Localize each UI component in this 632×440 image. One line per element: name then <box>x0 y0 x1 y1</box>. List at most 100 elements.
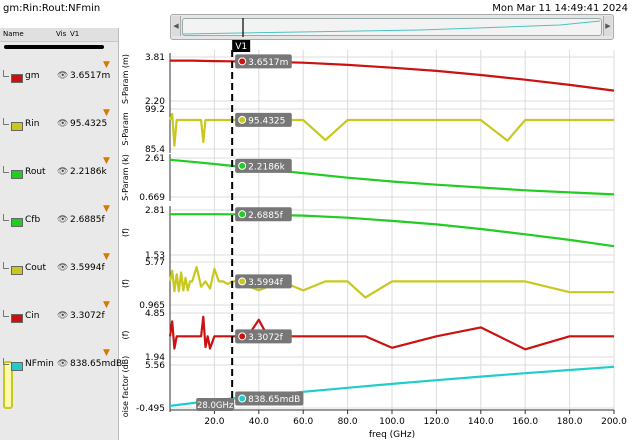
tree-branch-icon <box>3 118 9 125</box>
marker-value-box <box>235 112 292 127</box>
marker-value-label: 95.4325 <box>248 116 285 126</box>
marker-tag-box[interactable] <box>232 40 251 52</box>
marker-value-label: 2.2186k <box>248 162 285 172</box>
trace-name: gm <box>25 71 40 81</box>
tree-branch-icon <box>3 358 9 365</box>
marker-value-label: 3.6517m <box>248 58 288 68</box>
x-tick-label: 20.0 <box>204 417 224 427</box>
marker-point <box>238 277 247 286</box>
y-axis-label: (f) <box>121 279 130 288</box>
trace-marker-value: 3.5994f <box>70 263 105 273</box>
trace-marker-value: 3.6517m <box>70 71 111 81</box>
tree-branch-icon <box>3 70 9 77</box>
marker-value-label: 838.65mdB <box>248 395 300 405</box>
trace-color-swatch[interactable] <box>11 74 23 83</box>
x-tick-label: 180.0 <box>557 417 583 427</box>
x-tick-label: 120.0 <box>424 417 450 427</box>
marker-value-label: 3.3072f <box>248 333 283 343</box>
marker-value-box <box>235 329 292 344</box>
scroll-right-icon[interactable]: ▶ <box>603 16 612 36</box>
filter-icon[interactable]: ▼ <box>103 60 110 70</box>
column-header: Name Vis V1 <box>0 28 118 42</box>
marker-value-box <box>235 54 292 69</box>
trace-name: Rin <box>25 119 40 129</box>
trace-name: Cin <box>25 311 40 321</box>
eye-icon[interactable]: 👁 <box>57 167 69 177</box>
trace-marker-value: 3.3072f <box>70 311 105 321</box>
column-vis[interactable]: Vis <box>56 30 67 38</box>
filter-icon[interactable]: ▼ <box>103 252 110 262</box>
y-tick-label: 0.669 <box>139 193 165 203</box>
overview-curve <box>182 20 601 35</box>
marker-point <box>238 332 247 341</box>
trace-name: Cout <box>25 263 47 273</box>
filter-icon[interactable]: ▼ <box>103 204 110 214</box>
y-tick-label: 2.20 <box>145 97 165 107</box>
x-tick-label: 160.0 <box>512 417 538 427</box>
y-tick-label: 3.81 <box>145 53 165 63</box>
horizontal-scrollbar[interactable]: ◀ ▶ <box>170 14 614 40</box>
filter-icon[interactable]: ▼ <box>103 300 110 310</box>
marker-point <box>238 210 247 219</box>
trace-color-swatch[interactable] <box>11 170 23 179</box>
trace-row-rout[interactable]: Rout 👁 2.2186k ▼ <box>0 156 118 184</box>
marker-point <box>238 115 247 124</box>
y-tick-label: 1.94 <box>145 353 165 363</box>
eye-icon[interactable]: 👁 <box>57 119 69 129</box>
trace-marker-value: 838.65mdB <box>70 359 123 369</box>
trace-row-cin[interactable]: Cin 👁 3.3072f ▼ <box>0 300 118 328</box>
y-tick-label: 1.53 <box>145 251 165 261</box>
trace-row-gm[interactable]: gm 👁 3.6517m ▼ <box>0 60 118 88</box>
series-line-cout[interactable] <box>168 266 614 299</box>
trace-color-swatch[interactable] <box>11 362 23 371</box>
trace-row-rin[interactable]: Rin 👁 95.4325 ▼ <box>0 108 118 136</box>
header-divider <box>4 45 104 49</box>
x-axis-label: freq (GHz) <box>369 430 415 440</box>
y-axis-label: (f) <box>121 330 130 339</box>
trace-color-swatch[interactable] <box>11 314 23 323</box>
y-axis-label: oise factor (dB) <box>121 356 130 418</box>
eye-icon[interactable]: 👁 <box>57 263 69 273</box>
scroll-left-icon[interactable]: ◀ <box>172 16 181 36</box>
trace-marker-value: 2.2186k <box>70 167 107 177</box>
y-tick-label: 4.85 <box>145 309 165 319</box>
y-axis-label: S-Param <box>121 112 130 146</box>
column-name[interactable]: Name <box>3 30 24 38</box>
y-tick-label: 99.2 <box>145 105 165 115</box>
tree-branch-icon <box>3 166 9 173</box>
x-tick-label: 40.0 <box>249 417 269 427</box>
filter-icon[interactable]: ▼ <box>103 108 110 118</box>
series-line-cfb[interactable] <box>170 213 615 248</box>
y-tick-label: 2.81 <box>145 206 165 216</box>
series-line-rin[interactable] <box>168 112 614 147</box>
column-v1[interactable]: V1 <box>70 30 80 38</box>
x-tick-label: 60.0 <box>293 417 313 427</box>
y-tick-label: 2.61 <box>145 154 165 164</box>
trace-row-cout[interactable]: Cout 👁 3.5994f ▼ <box>0 252 118 280</box>
trace-row-cfb[interactable]: Cfb 👁 2.6885f ▼ <box>0 204 118 232</box>
filter-icon[interactable]: ▼ <box>103 156 110 166</box>
selected-trace-highlight <box>3 361 13 409</box>
marker-x-label: 28.0GHz <box>197 401 234 411</box>
eye-icon[interactable]: 👁 <box>57 311 69 321</box>
marker-point <box>238 394 247 403</box>
eye-icon[interactable]: 👁 <box>57 215 69 225</box>
eye-icon[interactable]: 👁 <box>57 71 69 81</box>
y-tick-label: 85.4 <box>145 145 165 155</box>
filter-icon[interactable]: ▼ <box>103 348 110 358</box>
trace-color-swatch[interactable] <box>11 266 23 275</box>
trace-list-panel: Name Vis V1 gm 👁 3.6517m ▼ Rin 👁 95.4325 ▼ Rout 👁… <box>0 28 122 440</box>
x-tick-label: 140.0 <box>468 417 494 427</box>
y-tick-label: 0.965 <box>139 301 165 311</box>
trace-row-nfmin[interactable]: NFmin 👁 838.65mdB ▼ <box>0 348 122 376</box>
series-line-rout[interactable] <box>169 158 615 196</box>
trace-name: Rout <box>25 167 46 177</box>
trace-color-swatch[interactable] <box>11 218 23 227</box>
window-title: gm:Rin:Rout:NFmin <box>3 3 101 14</box>
x-tick-label: 80.0 <box>338 417 358 427</box>
eye-icon[interactable]: 👁 <box>57 359 69 369</box>
series-line-gm[interactable] <box>170 59 615 92</box>
trace-color-swatch[interactable] <box>11 122 23 131</box>
scroll-thumb[interactable] <box>182 18 602 36</box>
